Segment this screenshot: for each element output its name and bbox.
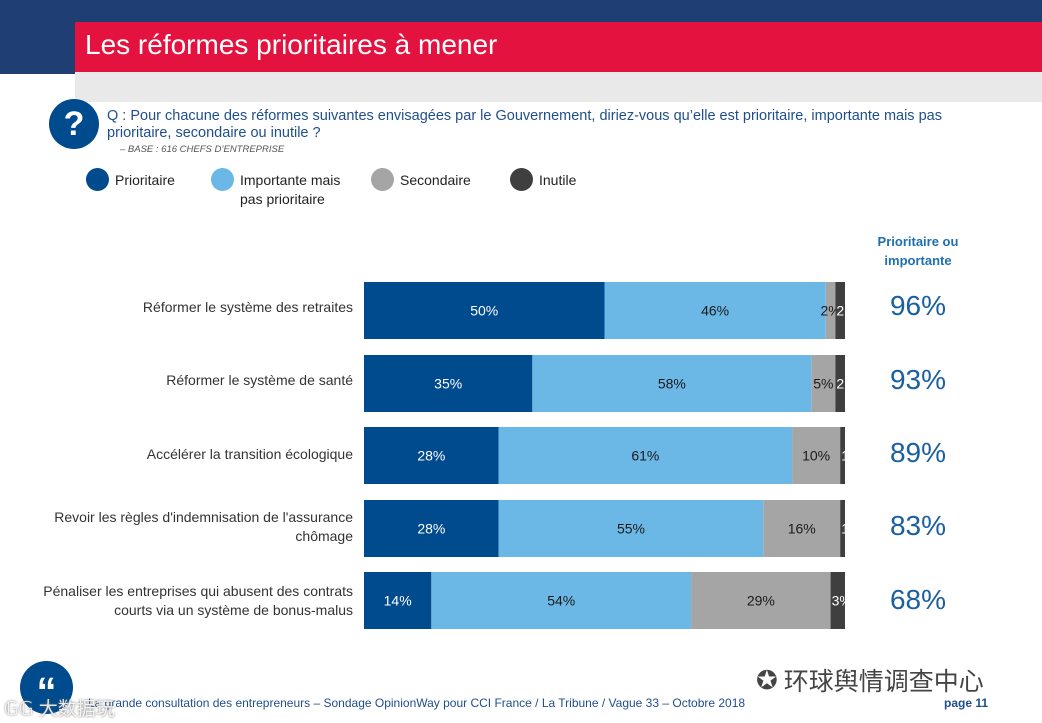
legend-swatch-importante xyxy=(211,168,234,191)
row-label: Revoir les règles d'indemnisation de l'a… xyxy=(54,509,353,544)
totals-column-header: Prioritaire ou importante xyxy=(877,234,959,268)
total-value: 93% xyxy=(889,364,947,395)
question-mark-icon: ? xyxy=(49,99,99,149)
bar-segment xyxy=(811,355,836,412)
subheader-strip xyxy=(75,72,1042,102)
bar-segment xyxy=(825,282,836,339)
row-label: Réformer le système de santé xyxy=(166,372,353,388)
data-label: 16% xyxy=(788,521,816,537)
row-label: Pénaliser les entreprises qui abusent de… xyxy=(43,583,353,618)
bar-row: 14% 54% 29% 3% xyxy=(364,572,852,629)
bar-row: 35% 58% 5% 2 xyxy=(364,355,845,412)
data-label: 14% xyxy=(384,593,412,609)
total-value: 96% xyxy=(889,290,947,321)
bar-segment xyxy=(364,572,432,629)
bar-segment xyxy=(364,282,605,339)
total-value: 83% xyxy=(889,510,947,541)
data-label: 61% xyxy=(631,448,659,464)
data-label: 35% xyxy=(434,376,462,392)
bar-row: 28% 55% 16% 1 xyxy=(364,500,849,557)
watermark-right-text: 环球舆情调查中心 xyxy=(783,668,984,696)
legend-swatch-secondaire xyxy=(371,168,394,191)
question-text: Q : Pour chacune des réformes suivantes … xyxy=(107,108,942,141)
bar-segment xyxy=(840,500,845,557)
row-label: Accélérer la transition écologique xyxy=(146,446,353,462)
row-label: Réformer le système des retraites xyxy=(142,299,353,315)
bar-segment xyxy=(840,427,845,484)
legend-item-secondaire: Secondaire xyxy=(371,168,471,191)
data-label: 5% xyxy=(813,376,833,392)
title-bar: Les réformes prioritaires à mener xyxy=(75,22,1042,72)
bar-row: 28% 61% 10% 1 xyxy=(364,427,849,484)
bar-segment xyxy=(364,355,533,412)
bar-segment xyxy=(792,427,841,484)
watermark-right: ✪ 环球舆情调查中心 xyxy=(756,662,984,698)
page-title: Les réformes prioritaires à mener xyxy=(85,29,498,60)
wechat-icon: ✪ xyxy=(756,664,778,695)
legend-item-prioritaire: Prioritaire xyxy=(86,168,175,191)
bar-segment xyxy=(498,500,764,557)
total-value: 89% xyxy=(889,437,947,468)
legend-label: Inutile xyxy=(539,172,577,188)
watermark-left: 𝔾𝔾 大数据玩 xyxy=(4,699,115,720)
data-label: 50% xyxy=(470,303,498,319)
bar-row: 50% 46% 2%2 xyxy=(364,282,845,339)
bar-segment xyxy=(364,500,499,557)
legend-item-importante: Importante mais pas prioritaire xyxy=(211,168,361,209)
data-label: 58% xyxy=(658,376,686,392)
page-number: page 11 xyxy=(944,696,989,710)
legend-label: Prioritaire xyxy=(115,172,175,188)
header-left-band xyxy=(0,22,75,74)
legend-swatch-prioritaire xyxy=(86,168,109,191)
footer-source: La grande consultation des entrepreneurs… xyxy=(88,696,746,710)
bar-segment xyxy=(431,572,692,629)
bar-segment xyxy=(691,572,831,629)
bar-segment xyxy=(498,427,793,484)
bar-segment xyxy=(763,500,841,557)
data-label: 28% xyxy=(417,448,445,464)
data-label: 46% xyxy=(701,303,729,319)
data-label: 1 xyxy=(841,521,849,537)
quote-icon: “ xyxy=(20,661,73,714)
legend-label: Secondaire xyxy=(400,172,471,188)
data-label: 55% xyxy=(617,521,645,537)
bar-segment xyxy=(532,355,812,412)
sample-base: – BASE : 616 CHEFS D’ENTREPRISE xyxy=(120,144,285,155)
data-label: 10% xyxy=(802,448,830,464)
data-label: 29% xyxy=(747,593,775,609)
data-label: 1 xyxy=(841,448,849,464)
data-label: 2 xyxy=(836,303,844,319)
legend-label: Importante mais pas prioritaire xyxy=(240,172,341,207)
data-label: 3% xyxy=(832,593,852,609)
header-top-band xyxy=(0,0,1042,22)
data-label: 2 xyxy=(836,376,844,392)
bar-segment xyxy=(604,282,826,339)
legend-item-inutile: Inutile xyxy=(510,168,576,191)
data-label: 54% xyxy=(547,593,575,609)
total-value: 68% xyxy=(889,584,947,615)
bar-segment xyxy=(364,427,499,484)
bar-segment xyxy=(830,572,845,629)
data-label: 28% xyxy=(417,521,445,537)
bar-segment xyxy=(835,355,845,412)
bar-segment xyxy=(835,282,845,339)
legend-swatch-inutile xyxy=(510,168,533,191)
